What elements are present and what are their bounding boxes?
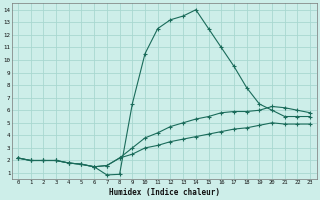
X-axis label: Humidex (Indice chaleur): Humidex (Indice chaleur) [108,188,220,197]
